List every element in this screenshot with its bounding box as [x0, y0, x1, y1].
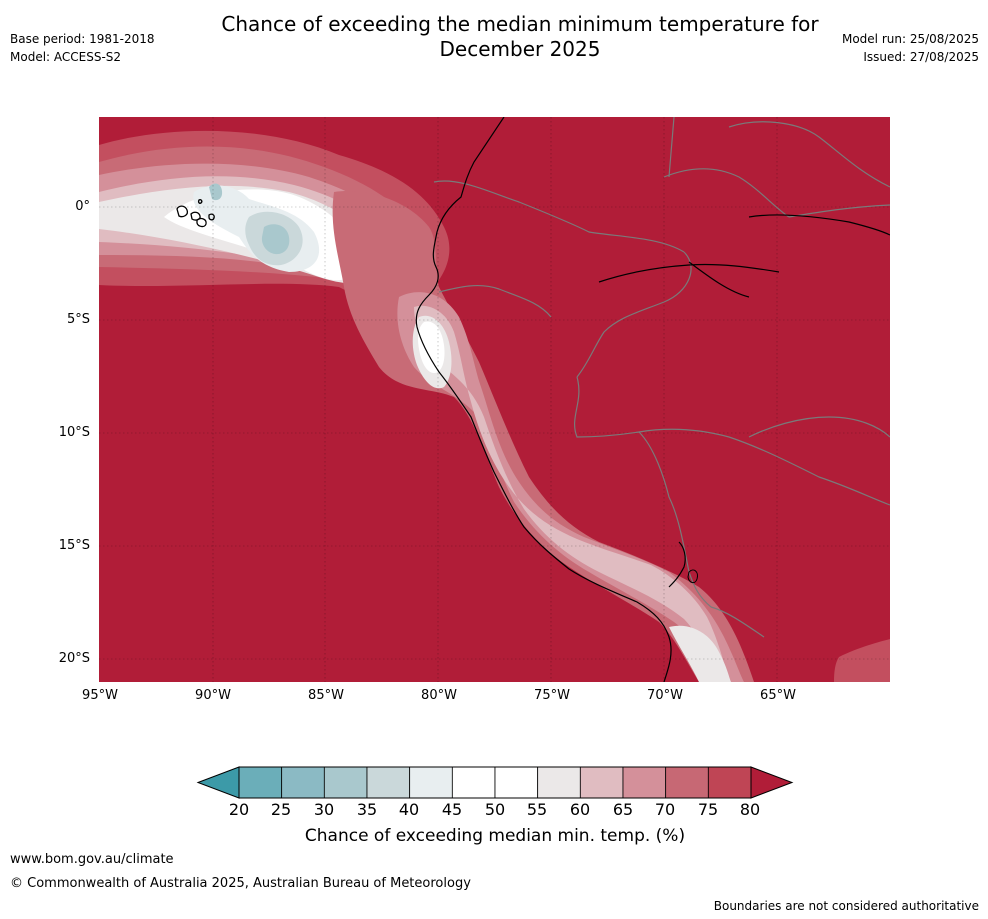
- meta-right: Model run: 25/08/2025 Issued: 27/08/2025: [842, 30, 979, 66]
- contour-35-b: [209, 183, 223, 201]
- colorbar-cell: [622, 766, 667, 799]
- title-line-2: December 2025: [439, 37, 601, 61]
- colorbar-tick-80: 80: [739, 800, 761, 819]
- lon-label-90w: 90°W: [195, 688, 231, 703]
- colorbar-tick-35: 35: [356, 800, 378, 819]
- map-title: Chance of exceeding the median minimum t…: [170, 12, 870, 62]
- galapagos-islands: [176, 199, 215, 228]
- map-panel: [99, 117, 890, 682]
- south-contour-55: [669, 625, 731, 682]
- colorbar-extend-high: [750, 766, 794, 799]
- colorbar-cell: [537, 766, 581, 799]
- lon-label-70w: 70°W: [647, 688, 683, 703]
- colorbar-tick-50: 50: [484, 800, 506, 819]
- lake-titicaca: [687, 569, 698, 584]
- coastal-contour-60: [414, 305, 729, 682]
- lon-label-75w: 75°W: [534, 688, 570, 703]
- footer-copyright: © Commonwealth of Australia 2025, Austra…: [10, 876, 471, 891]
- colorbar-tick-70: 70: [654, 800, 676, 819]
- meta-left: Base period: 1981-2018 Model: ACCESS-S2: [10, 30, 155, 66]
- base-period: Base period: 1981-2018: [10, 32, 155, 46]
- title-line-1: Chance of exceeding the median minimum t…: [221, 12, 819, 36]
- lon-label-65w: 65°W: [760, 688, 796, 703]
- colorbar-tick-30: 30: [313, 800, 335, 819]
- coastal-contour-50: [418, 321, 445, 374]
- coastlines: [415, 117, 890, 682]
- colorbar: [196, 766, 794, 799]
- colorbar-tick-60: 60: [569, 800, 591, 819]
- lat-label-15s: 15°S: [58, 538, 90, 553]
- colorbar-cell: [451, 766, 496, 799]
- colorbar-cell: [366, 766, 411, 799]
- colorbar-tick-75: 75: [697, 800, 719, 819]
- lon-label-95w: 95°W: [82, 688, 118, 703]
- se-contour-75: [834, 639, 890, 682]
- colorbar-cell: [323, 766, 368, 799]
- colorbar-tick-45: 45: [441, 800, 463, 819]
- model-run: Model run: 25/08/2025: [841, 32, 979, 46]
- colorbar-tick-25: 25: [270, 800, 292, 819]
- footer-disclaimer: Boundaries are not considered authoritat…: [713, 899, 979, 913]
- colorbar-cell: [665, 766, 709, 799]
- contour-35: [261, 224, 290, 255]
- colorbar-tick-55: 55: [526, 800, 548, 819]
- colorbar-tick-40: 40: [398, 800, 420, 819]
- lon-label-85w: 85°W: [308, 688, 344, 703]
- colorbar-cell: [281, 766, 325, 799]
- lat-label-10s: 10°S: [58, 425, 90, 440]
- colorbar-cell: [707, 766, 752, 799]
- lat-label-20s: 20°S: [58, 651, 90, 666]
- colorbar-cell: [579, 766, 624, 799]
- colorbar-title: Chance of exceeding median min. temp. (%…: [304, 826, 686, 846]
- colorbar-tick-65: 65: [612, 800, 634, 819]
- probability-contours: [99, 130, 890, 682]
- issued-date: Issued: 27/08/2025: [863, 50, 979, 64]
- lat-label-5s: 5°S: [66, 312, 90, 327]
- colorbar-cell: [238, 766, 283, 799]
- lon-label-80w: 80°W: [421, 688, 457, 703]
- colorbar-tick-20: 20: [228, 800, 250, 819]
- colorbar-cell: [409, 766, 453, 799]
- colorbar-extend-low: [196, 766, 240, 799]
- model-name: Model: ACCESS-S2: [10, 50, 122, 64]
- colorbar-cell: [494, 766, 539, 799]
- footer-url: www.bom.gov.au/climate: [10, 852, 174, 867]
- lat-label-0: 0°: [75, 199, 90, 214]
